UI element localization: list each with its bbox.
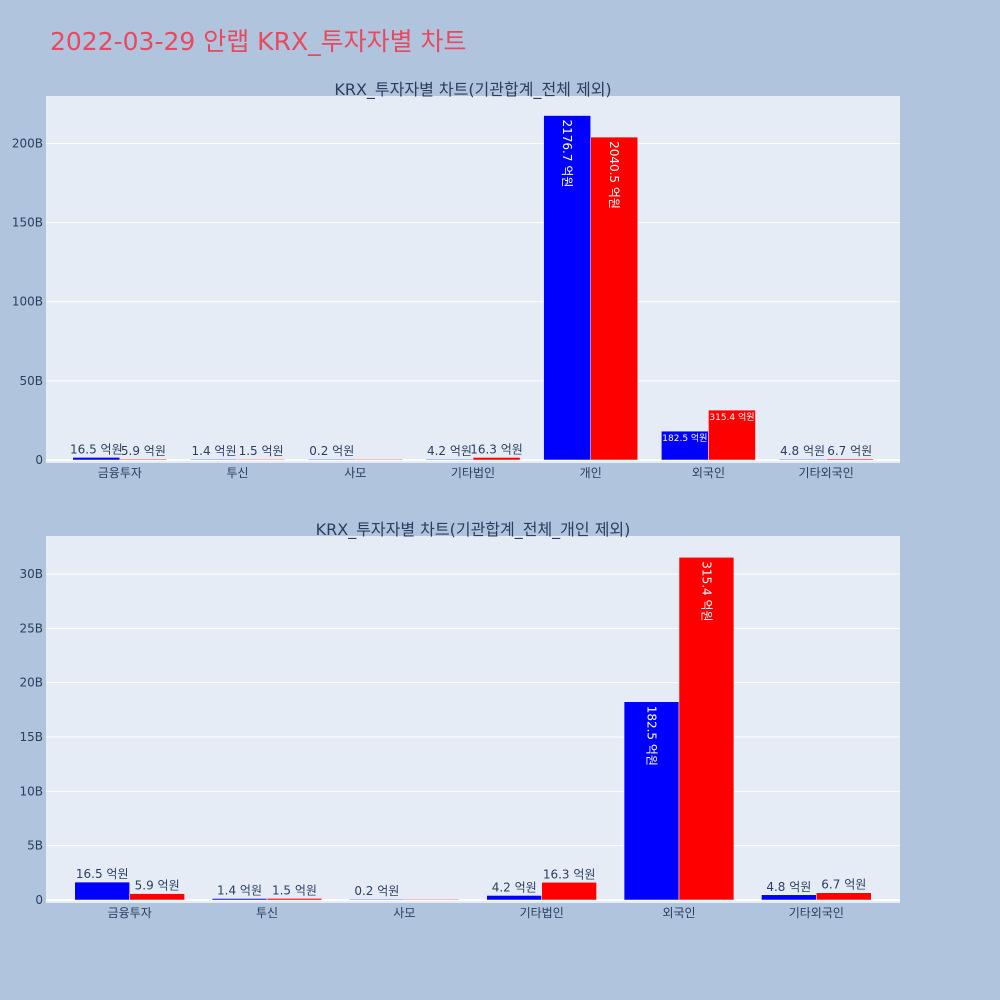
chart-1: 0 50B 100B 150B 200B KRX_투자자별 차트(기관합계_전체 제외) 금… [12, 80, 900, 480]
x-tick-label: 기타법인 [451, 466, 495, 480]
x-tick-label: 기타법인 [520, 906, 564, 920]
data-label: 182.5 억원 [662, 432, 707, 444]
bar [816, 892, 872, 901]
data-label: 315.4 억원 [699, 561, 713, 621]
bar [72, 457, 121, 461]
x-tick-label: 금융투자 [98, 466, 142, 480]
data-label: 1.5 억원 [272, 883, 317, 897]
data-label: 182.5 억원 [644, 706, 658, 766]
y-tick-label: 50B [19, 374, 43, 388]
y-tick-label: 0 [35, 893, 43, 907]
data-label: 1.4 억원 [192, 444, 237, 458]
y-tick-label: 5B [27, 839, 43, 853]
bar [541, 882, 597, 901]
data-label: 1.4 억원 [217, 883, 262, 897]
data-label: 4.8 억원 [780, 444, 825, 458]
data-label: 5.9 억원 [135, 879, 180, 893]
bar [129, 893, 185, 901]
bar [237, 458, 285, 461]
data-label: 6.7 억원 [821, 878, 866, 892]
bar [761, 894, 817, 901]
y-tick-label: 15B [19, 730, 43, 744]
y-tick-label: 100B [12, 295, 43, 309]
bar [778, 458, 827, 461]
bar [543, 115, 591, 461]
x-tick-label: 기타외국인 [799, 466, 854, 480]
bar [708, 409, 756, 461]
data-label: 16.3 억원 [470, 442, 523, 456]
data-label: 315.4 억원 [709, 411, 754, 423]
bar [623, 701, 680, 901]
bar [74, 881, 130, 901]
data-label: 6.7 억원 [827, 444, 872, 458]
x-tick-label: 외국인 [692, 466, 725, 480]
x-tick-label: 투신 [256, 906, 278, 920]
x-tick-label: 개인 [580, 466, 602, 480]
x-tick-label: 투신 [227, 466, 249, 480]
data-label: 16.3 억원 [543, 867, 596, 881]
y-tick-label: 0 [35, 453, 43, 467]
y-tick-label: 20B [19, 676, 43, 690]
bar [486, 895, 542, 901]
chart-title: KRX_투자자별 차트(기관합계_전체 제외) [334, 80, 611, 100]
y-tick-label: 10B [19, 784, 43, 798]
bar [472, 457, 521, 461]
x-tick-label: 금융투자 [108, 906, 152, 920]
data-label: 2176.7 억원 [560, 120, 574, 188]
data-label: 2040.5 억원 [607, 141, 621, 209]
bar [590, 136, 639, 461]
chart-title: KRX_투자자별 차트(기관합계_전체_개인 제외) [316, 520, 631, 540]
data-label: 0.2 억원 [354, 884, 399, 898]
data-label: 4.8 억원 [766, 880, 811, 894]
page-title: 2022-03-29 안랩 KRX_투자자별 차트 [50, 27, 467, 56]
bar [425, 458, 474, 461]
data-label: 4.2 억원 [492, 880, 537, 894]
y-tick-label: 150B [12, 216, 43, 230]
bar [266, 898, 323, 901]
data-label: 4.2 억원 [427, 444, 472, 458]
y-tick-label: 25B [19, 621, 43, 635]
bar [349, 898, 405, 901]
data-label: 16.5 억원 [70, 442, 123, 456]
plot-background [46, 536, 900, 903]
y-tick-label: 200B [12, 136, 43, 150]
bar [404, 898, 460, 901]
x-tick-label: 사모 [344, 466, 366, 480]
x-tick-label: 사모 [393, 906, 415, 920]
data-label: 5.9 억원 [121, 444, 166, 458]
chart-2: 0 5B 10B 15B 20B 25B 30B KRX_투자자별 차트(기관합계_전체_개인… [19, 520, 900, 920]
x-tick-label: 외국인 [662, 906, 695, 920]
data-label: 16.5 억원 [76, 867, 129, 881]
bar [190, 458, 238, 461]
data-label: 0.2 억원 [309, 444, 354, 458]
bar [119, 458, 168, 461]
x-tick-label: 기타외국인 [789, 906, 844, 920]
bar [307, 458, 356, 461]
plot-background [46, 96, 900, 463]
y-tick-label: 30B [19, 567, 43, 581]
bar [211, 898, 268, 901]
bar [825, 458, 874, 461]
bar [678, 557, 735, 901]
bar [355, 458, 403, 461]
data-label: 1.5 억원 [239, 444, 284, 458]
